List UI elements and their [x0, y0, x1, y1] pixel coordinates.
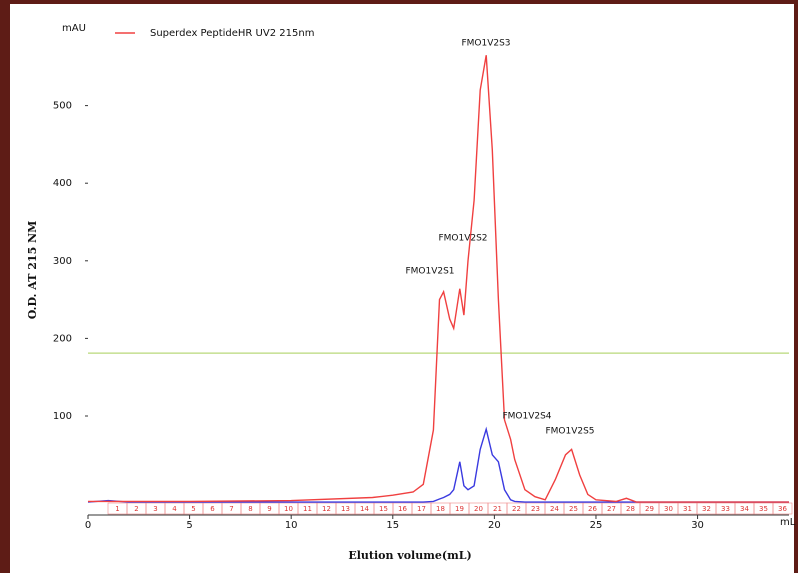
x-tick-label: 5 — [186, 520, 192, 531]
fraction-label: 29 — [645, 505, 654, 513]
fraction-label: 23 — [531, 505, 540, 513]
fraction-label: 6 — [210, 505, 215, 513]
fraction-label: 30 — [664, 505, 673, 513]
peak-label: FMO1V2S4 — [502, 412, 551, 422]
x-axis-title: Elution volume(mL) — [348, 549, 471, 562]
fraction-label: 7 — [229, 505, 233, 513]
fraction-label: 16 — [398, 505, 407, 513]
x-tick-label: 0 — [85, 520, 91, 531]
y-tick-label: 200 — [53, 333, 72, 344]
peak-label: FMO1V2S5 — [545, 427, 594, 437]
fraction-label: 25 — [569, 505, 578, 513]
fraction-label: 34 — [740, 505, 749, 513]
series-line — [88, 55, 789, 503]
x-tick-label: 10 — [285, 520, 298, 531]
y-tick-label: 300 — [53, 256, 72, 267]
fraction-label: 9 — [267, 505, 271, 513]
fraction-label: 31 — [683, 505, 692, 513]
fraction-label: 27 — [607, 505, 616, 513]
fraction-label: 15 — [379, 505, 388, 513]
x-tick-label: 15 — [386, 520, 399, 531]
fraction-label: 20 — [474, 505, 483, 513]
y-tick-label: 100 — [53, 411, 72, 422]
fraction-label: 10 — [284, 505, 293, 513]
fraction-label: 36 — [778, 505, 787, 513]
fraction-label: 32 — [702, 505, 711, 513]
fraction-label: 2 — [134, 505, 138, 513]
x-tick-label: 20 — [488, 520, 501, 531]
y-axis-title: O.D. AT 215 NM — [26, 221, 39, 320]
fraction-label: 14 — [360, 505, 369, 513]
fraction-label: 5 — [191, 505, 195, 513]
fraction-label: 22 — [512, 505, 521, 513]
fraction-label: 19 — [455, 505, 464, 513]
fraction-label: 24 — [550, 505, 559, 513]
fraction-label: 8 — [248, 505, 252, 513]
fraction-label: 4 — [172, 505, 177, 513]
fraction-label: 26 — [588, 505, 597, 513]
peak-label: FMO1V2S1 — [405, 267, 454, 277]
x-tick-label: 25 — [590, 520, 603, 531]
fraction-box — [772, 502, 793, 515]
x-unit: mL — [780, 517, 796, 528]
fraction-label: 11 — [303, 505, 312, 513]
y-tick-label: 400 — [53, 178, 72, 189]
fraction-label: 3 — [153, 505, 157, 513]
y-tick-label: 500 — [53, 101, 72, 112]
series-line — [87, 426, 789, 503]
fraction-label: 17 — [417, 505, 426, 513]
fraction-label: 21 — [493, 505, 502, 513]
fraction-label: 1 — [115, 505, 119, 513]
fraction-label: 28 — [626, 505, 635, 513]
legend-label: Superdex PeptideHR UV2 215nm — [150, 28, 314, 39]
fraction-label: 13 — [341, 505, 350, 513]
fraction-label: 18 — [436, 505, 445, 513]
peak-label: FMO1V2S3 — [461, 39, 510, 49]
peak-label: FMO1V2S2 — [438, 234, 487, 244]
fraction-label: 33 — [721, 505, 730, 513]
fraction-label: 12 — [322, 505, 331, 513]
fraction-label: 35 — [759, 505, 768, 513]
y-unit: mAU — [62, 23, 86, 34]
x-tick-label: 30 — [691, 520, 704, 531]
